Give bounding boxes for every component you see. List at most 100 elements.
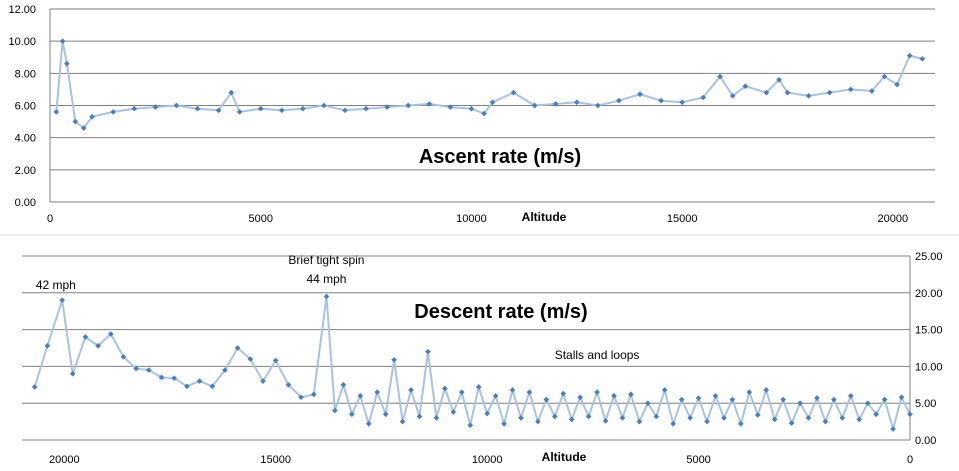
ascent-data-point [700,94,707,101]
descent-data-point [788,420,795,426]
descent-data-point [382,411,389,418]
ascent-data-point [616,97,622,104]
ascent-x-tick-label: 0 [47,213,53,225]
ascent-data-point [426,101,433,107]
ascent-data-point [236,109,243,115]
descent-data-point [518,415,524,421]
descent-y-tick-labels: 0.00 5.00 10.00 15.00 20.00 25.00 [915,251,943,447]
ascent-series [53,38,926,131]
descent-annotation: Stalls and loops [555,348,640,362]
descent-data-point [285,381,292,388]
ascent-data-point [894,81,900,88]
ascent-y-tick-label: 2.00 [15,165,36,177]
ascent-data-point [881,73,888,80]
descent-data-point [526,389,533,395]
descent-data-point [636,418,643,425]
descent-data-point [475,384,482,390]
descent-data-point [310,391,317,398]
ascent-y-tick-labels: 0.00 2.00 4.00 6.00 8.00 10.00 12.00 [8,4,36,209]
descent-data-point [171,375,178,382]
descent-x-tick-label: 15000 [260,454,291,466]
ascent-data-point [447,104,454,110]
descent-data-point [365,420,372,427]
ascent-y-tick-label: 4.00 [15,133,36,145]
descent-data-point [158,374,165,381]
descent-data-point [712,393,719,399]
descent-data-point [780,396,786,403]
ascent-data-point [489,99,496,106]
descent-annotations: 42 mph Brief tight spin 44 mph Stalls and l… [36,253,640,362]
descent-data-point [467,422,474,429]
descent-data-point [890,426,896,432]
descent-data-point [59,297,65,303]
descent-data-point [82,334,89,340]
descent-y-tick-label: 5.00 [915,398,936,410]
ascent-data-point [64,60,70,67]
descent-data-point [450,409,457,415]
ascent-y-tick-label: 12.00 [8,4,36,16]
descent-data-point [196,378,203,384]
ascent-data-point [868,88,875,94]
descent-data-point [416,413,423,420]
descent-data-point [839,415,846,421]
descent-data-point [695,395,702,401]
descent-x-tick-label: 0 [907,454,913,466]
descent-data-point [619,415,626,421]
ascent-y-tick-label: 10.00 [8,36,36,48]
ascent-data-point [481,110,487,117]
descent-data-point [408,387,414,393]
descent-data-point [69,370,76,377]
descent-data-point [873,411,879,418]
ascent-data-point [826,89,833,96]
ascent-data-point [637,91,643,98]
descent-data-point [898,394,905,401]
ascent-data-point [919,56,926,62]
descent-data-point [611,393,617,399]
ascent-y-tick-label: 6.00 [15,101,36,113]
ascent-chart: 0.00 2.00 4.00 6.00 8.00 10.00 12.00 0 5000 1000… [8,4,935,225]
descent-x-axis-title: Altitude [542,450,587,464]
descent-data-point [209,383,216,390]
ascent-data-point [89,113,95,120]
ascent-data-point [173,102,180,109]
descent-chart-title: Descent rate (m/s) [414,301,587,323]
ascent-data-point [531,102,538,109]
ascent-data-point [321,102,327,109]
ascent-y-tick-label: 8.00 [15,68,36,80]
descent-data-point [721,415,727,421]
descent-annotation: Brief tight spin [288,253,364,267]
descent-data-point [568,416,575,423]
ascent-series-line [55,41,923,130]
ascent-data-point [742,83,749,90]
ascent-chart-title: Ascent rate (m/s) [419,146,581,168]
descent-y-tick-label: 0.00 [915,435,936,447]
descent-data-point [442,385,448,392]
ascent-data-point [80,125,87,131]
ascent-data-point [552,101,559,107]
ascent-data-point [215,107,222,114]
descent-data-point [678,396,685,403]
descent-x-tick-labels: 20000 15000 10000 5000 0 [49,454,913,466]
descent-annotation: 42 mph [36,278,76,292]
descent-data-point [260,378,266,384]
descent-data-point [349,411,355,418]
descent-data-point [814,395,820,401]
descent-data-point [771,416,778,423]
descent-data-point [687,415,693,421]
descent-data-point [831,396,837,403]
descent-data-point [222,367,228,373]
ascent-data-point [300,105,306,112]
ascent-data-point [278,107,285,114]
ascent-x-tick-labels: 0 5000 10000 15000 20000 [47,213,908,225]
descent-data-point [661,387,668,393]
descent-data-point [272,357,279,364]
descent-data-point [433,415,440,421]
descent-data-point [746,389,753,395]
ascent-data-point [805,93,812,99]
descent-data-point [560,390,567,397]
descent-data-point [484,410,490,417]
descent-data-point [509,387,516,393]
ascent-data-point [257,105,264,112]
descent-data-point [856,416,863,423]
descent-x-tick-label: 20000 [49,454,80,466]
